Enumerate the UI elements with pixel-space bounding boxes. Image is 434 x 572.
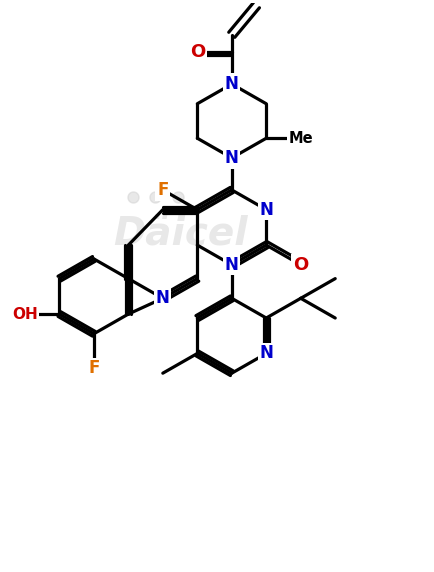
Text: O: O bbox=[190, 43, 205, 61]
Text: F: F bbox=[88, 359, 99, 378]
Text: N: N bbox=[225, 256, 239, 274]
Text: F: F bbox=[157, 181, 168, 199]
Text: N: N bbox=[156, 289, 170, 307]
Text: Me: Me bbox=[289, 131, 313, 146]
Text: N: N bbox=[260, 344, 273, 363]
Text: O: O bbox=[293, 256, 309, 274]
Text: N: N bbox=[225, 75, 239, 93]
Text: Däicel: Däicel bbox=[113, 215, 247, 253]
Text: N: N bbox=[260, 201, 273, 219]
Text: N: N bbox=[225, 149, 239, 167]
Text: OH: OH bbox=[12, 307, 38, 321]
